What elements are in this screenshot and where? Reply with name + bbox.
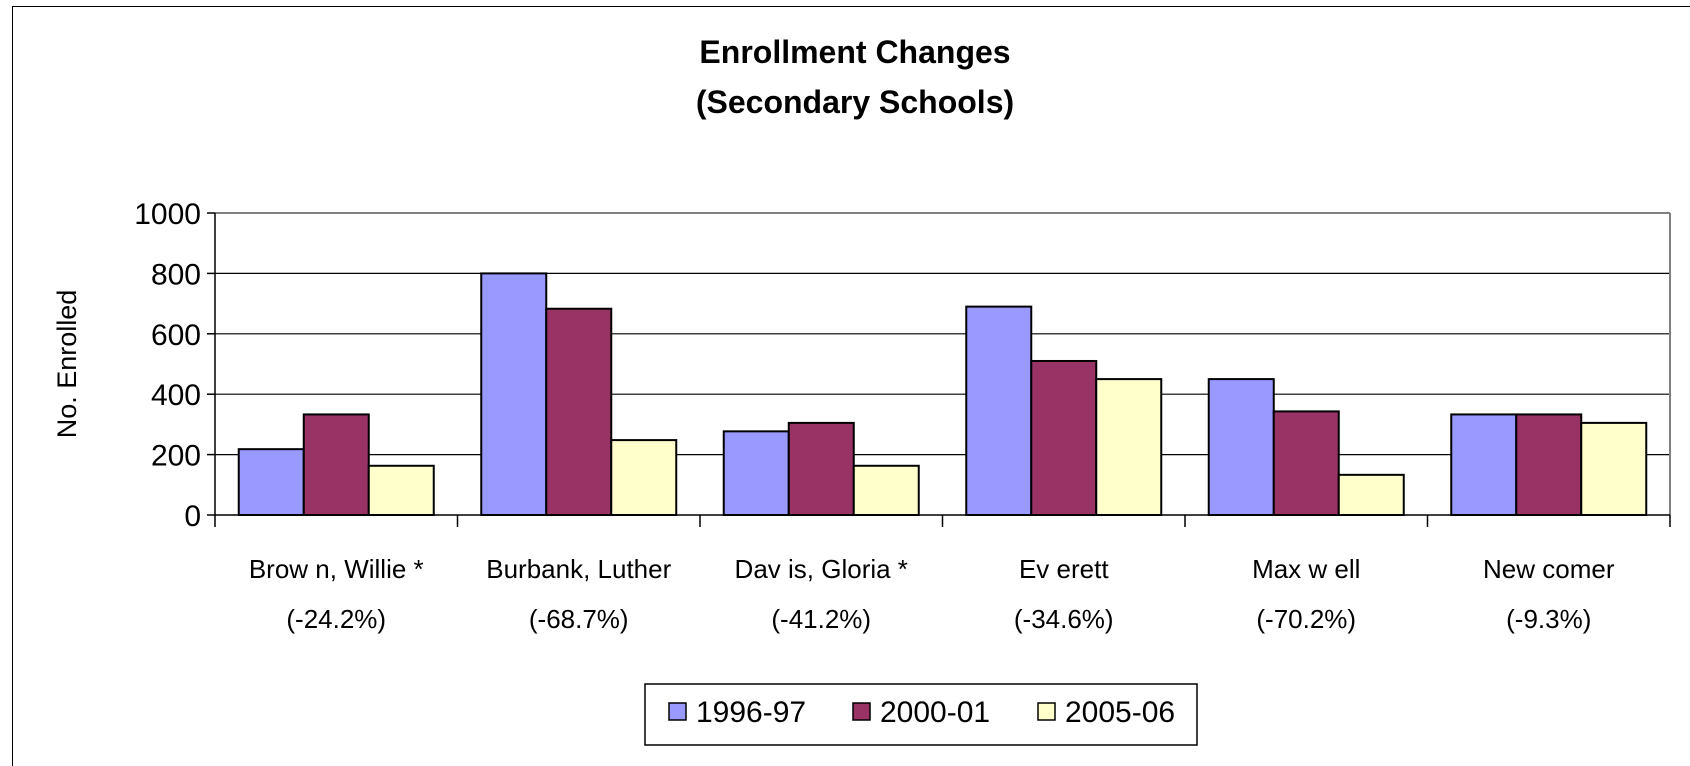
bar-2005-06-4 [1337, 473, 1405, 517]
legend-swatch-2005-06 [1037, 702, 1056, 721]
chart-frame [12, 6, 1690, 766]
y-tick-label: 400 [151, 379, 201, 412]
legend: 1996-97 2000-01 2005-06 [644, 683, 1198, 746]
legend-box [644, 683, 1198, 746]
y-tick-label: 600 [151, 319, 201, 352]
y-tick-labels: 0 200 400 600 800 1000 [134, 198, 201, 533]
bar-1996-97-3 [965, 305, 1033, 516]
chart-title-line-1: Enrollment Changes [699, 34, 1010, 70]
legend-label: 2000-01 [880, 696, 990, 729]
legend-swatch-2000-01 [852, 702, 871, 721]
bar-1996-97-5 [1450, 413, 1518, 516]
bar-2005-06-1 [610, 439, 678, 517]
y-axis-label: No. Enrolled [52, 290, 82, 439]
x-category-name: Max w ell [1252, 554, 1360, 584]
x-category-name: Brow n, Willie * [249, 554, 424, 584]
bar-2000-01-2 [787, 421, 855, 517]
x-category-labels: Brow n, Willie * (-24.2%) Burbank, Luther (… [249, 554, 1615, 634]
x-category-name: Ev erett [1019, 554, 1109, 584]
x-category-change: (-70.2%) [1256, 604, 1356, 634]
x-category-change: (-68.7%) [529, 604, 629, 634]
bar-1996-97-0 [237, 448, 305, 516]
x-category-change: (-41.2%) [771, 604, 871, 634]
legend-swatch-1996-97 [668, 702, 687, 721]
x-category-name: Burbank, Luther [486, 554, 671, 584]
y-tick-label: 200 [151, 440, 201, 473]
legend-label: 2005-06 [1065, 696, 1175, 729]
y-tick-label: 0 [184, 500, 201, 533]
axes [207, 212, 1671, 527]
legend-label: 1996-97 [696, 696, 806, 729]
chart-title-line-2: (Secondary Schools) [696, 84, 1014, 120]
x-category-change: (-34.6%) [1014, 604, 1114, 634]
bar-1996-97-2 [722, 430, 790, 517]
x-category-change: (-24.2%) [286, 604, 386, 634]
x-category-name: New comer [1483, 554, 1615, 584]
bar-1996-97-1 [480, 272, 548, 516]
bar-1996-97-4 [1207, 378, 1275, 516]
bar-2000-01-3 [1030, 359, 1098, 517]
y-tick-label: 800 [151, 258, 201, 291]
bar-2005-06-0 [367, 464, 435, 516]
y-tick-label: 1000 [134, 198, 201, 231]
x-category-name: Dav is, Gloria * [735, 554, 908, 584]
bar-2005-06-5 [1580, 421, 1648, 517]
bar-2005-06-3 [1095, 378, 1163, 516]
x-category-change: (-9.3%) [1506, 604, 1591, 634]
bar-2000-01-1 [545, 307, 613, 517]
bar-2000-01-4 [1272, 410, 1340, 516]
bar-2000-01-0 [302, 413, 370, 516]
bar-2005-06-2 [852, 464, 920, 516]
bar-2000-01-5 [1515, 413, 1583, 516]
